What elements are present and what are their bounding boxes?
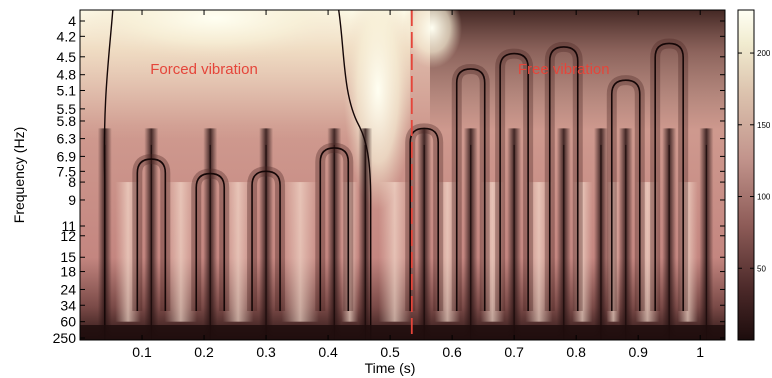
y-tick-label: 60 — [60, 314, 76, 330]
energy-column — [525, 182, 553, 322]
y-tick-label: 250 — [53, 330, 77, 346]
x-tick-label: 0.8 — [566, 344, 586, 360]
forced-vibration-label: Forced vibration — [150, 61, 258, 78]
colorbar-tick-label: 50 — [757, 264, 766, 273]
y-tick-label: 15 — [60, 249, 76, 265]
x-tick-label: 0.4 — [318, 344, 338, 360]
colorbar-gradient — [737, 9, 755, 341]
y-tick-label: 5.1 — [57, 82, 77, 98]
colorbar: 50 100 150 200 — [737, 9, 771, 341]
free-bright-left — [402, 10, 462, 68]
x-axis: 0.1 0.2 0.3 0.4 0.5 0.6 0.7 0.8 0.9 1 — [132, 10, 704, 360]
y-axis-label: Frequency (Hz) — [11, 127, 27, 223]
dome-contour — [455, 68, 486, 311]
energy-column — [635, 182, 660, 322]
y-tick-label: 5.5 — [57, 101, 77, 117]
y-tick-label: 18 — [60, 264, 76, 280]
energy-column — [164, 182, 197, 322]
y-tick-label: 12 — [60, 228, 76, 244]
colorbar-tick-label: 200 — [757, 49, 771, 58]
y-tick-label: 6.9 — [57, 148, 77, 164]
x-tick-label: 0.6 — [442, 344, 462, 360]
forced-bright-top — [80, 10, 355, 60]
low-frequency-dark-band — [80, 325, 725, 340]
y-tick-label: 24 — [60, 281, 76, 297]
y-tick-label: 4 — [68, 13, 76, 29]
dome-contour — [251, 170, 281, 311]
y-tick-label: 5.8 — [57, 113, 77, 129]
dome-contour — [548, 46, 579, 311]
y-tick-label: 4.2 — [57, 28, 77, 44]
free-vibration-label: Free vibration — [518, 61, 610, 78]
energy-column — [341, 182, 359, 322]
energy-column — [281, 182, 319, 322]
edge-ridge-contour — [103, 10, 114, 340]
dome-contour — [610, 79, 641, 311]
y-tick-label: 4.8 — [57, 67, 77, 83]
dome-contour — [195, 172, 226, 311]
energy-column — [222, 182, 254, 322]
x-tick-label: 0.7 — [504, 344, 524, 360]
x-tick-label: 0.1 — [132, 344, 152, 360]
dome-contour — [136, 158, 167, 311]
dome-contour — [319, 147, 350, 311]
colorbar-tick-label: 100 — [757, 193, 771, 202]
dome-contour — [409, 127, 440, 311]
scalogram-plot-area — [80, 10, 725, 340]
colorbar-tick-label: 150 — [757, 121, 771, 130]
dome-contour — [499, 52, 529, 311]
transition-ridge-contour — [337, 10, 372, 340]
energy-column — [606, 182, 621, 322]
y-tick-label: 6.3 — [57, 131, 77, 147]
y-tick-label: 7.5 — [57, 163, 77, 179]
x-tick-label: 1 — [696, 344, 704, 360]
energy-column — [378, 182, 411, 322]
y-tick-label: 11 — [61, 218, 76, 234]
plot-frame — [79, 9, 726, 341]
energy-column — [480, 182, 505, 322]
y-tick-label: 8 — [68, 174, 76, 190]
y-tick-label: 9 — [68, 192, 76, 208]
x-tick-label: 0.5 — [380, 344, 400, 360]
x-axis-label: Time (s) — [365, 360, 416, 376]
x-tick-label: 0.3 — [256, 344, 276, 360]
y-tick-label: 4.5 — [57, 49, 77, 65]
y-tick-label: 34 — [60, 297, 76, 313]
x-tick-label: 0.2 — [194, 344, 214, 360]
dome-contour — [654, 42, 684, 311]
x-tick-label: 0.9 — [628, 344, 648, 360]
